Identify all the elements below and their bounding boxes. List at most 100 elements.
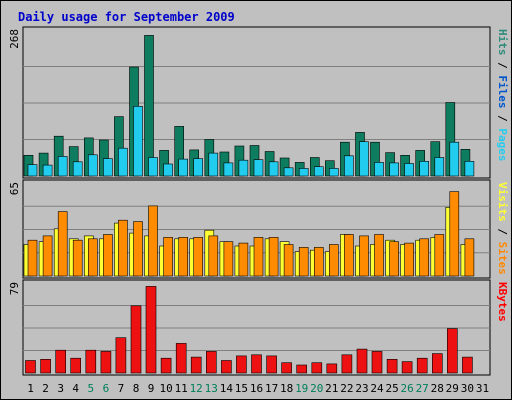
x-tick-label: 25: [385, 382, 398, 395]
legend-visits: Visits: [496, 182, 509, 222]
bar-kbytes-day-7: [115, 337, 127, 374]
bar-sites-day-30: [464, 238, 475, 277]
bar-kbytes-day-17: [266, 355, 277, 374]
bar-kbytes-day-23: [356, 348, 368, 374]
legend-hits: Hits: [496, 29, 509, 56]
bar-sites-day-7: [118, 219, 128, 277]
bar-kbytes-day-13: [206, 351, 217, 374]
bar-sites-day-14: [223, 241, 234, 277]
bar-kbytes-day-4: [70, 357, 81, 374]
panel-hits-ymax-label: 268: [8, 29, 21, 49]
x-tick-label: 24: [370, 382, 384, 395]
x-tick-label: 30: [461, 382, 474, 395]
bar-sites-day-21: [328, 244, 339, 277]
bar-pages-day-25: [389, 162, 399, 177]
bar-sites-day-13: [208, 235, 219, 277]
bar-pages-day-3: [57, 156, 68, 177]
x-tick-label: 7: [118, 382, 125, 395]
bar-sites-day-25: [389, 241, 399, 277]
bar-pages-day-15: [238, 159, 249, 177]
panel-hits: 268 Hits / Files / Pages: [8, 26, 509, 179]
bar-pages-day-10: [163, 163, 173, 177]
panel-kbytes-ymax-label: 79: [8, 282, 21, 295]
bar-sites-day-8: [133, 221, 143, 277]
panel-hits-legend: Hits / Files / Pages: [496, 29, 509, 162]
bar-sites-day-19: [298, 247, 309, 277]
bar-sites-day-28: [434, 234, 445, 277]
bar-pages-day-7: [118, 147, 128, 177]
bar-pages-day-30: [464, 161, 475, 177]
bar-hits-day-9: [144, 35, 154, 177]
chart-panels: 268 Hits / Files / Pages 65 Visits / Sites 7…: [8, 26, 509, 376]
bar-pages-day-26: [404, 163, 414, 177]
legend-text: Visits / Sites: [496, 182, 509, 275]
panel-visits-ymax-label: 65: [8, 182, 21, 195]
bar-kbytes-day-21: [326, 363, 338, 374]
bar-kbytes-day-19: [296, 364, 308, 374]
bar-sites-day-11: [178, 237, 188, 277]
legend-text: KBytes: [496, 282, 509, 322]
bar-sites-day-4: [72, 239, 83, 277]
x-tick-label: 22: [340, 382, 353, 395]
bar-kbytes-day-30: [462, 356, 473, 374]
bar-pages-day-6: [103, 158, 113, 177]
bar-kbytes-day-11: [175, 343, 187, 374]
bar-kbytes-day-22: [341, 354, 353, 374]
bar-sites-day-6: [103, 234, 113, 277]
bar-kbytes-day-14: [221, 360, 232, 374]
bar-sites-day-17: [268, 237, 279, 277]
bar-pages-day-28: [434, 157, 445, 177]
series-sites: [27, 191, 475, 277]
bar-kbytes-day-18: [281, 362, 292, 374]
x-tick-label: 13: [205, 382, 218, 395]
bar-sites-day-1: [27, 239, 38, 277]
bar-kbytes-day-2: [40, 358, 51, 374]
chart-title: Daily usage for September 2009: [18, 10, 235, 24]
bar-sites-day-16: [253, 237, 264, 277]
bar-sites-day-9: [148, 205, 158, 277]
x-tick-label: 31: [476, 382, 489, 395]
x-tick-label: 19: [295, 382, 308, 395]
legend-separator: /: [496, 222, 509, 242]
series-pages: [27, 106, 475, 177]
x-tick-label: 15: [235, 382, 248, 395]
bar-sites-day-18: [283, 244, 294, 277]
bar-pages-day-19: [298, 168, 309, 177]
bar-pages-day-17: [268, 161, 279, 177]
legend-files: Files: [496, 75, 509, 108]
legend-sites: Sites: [496, 242, 509, 275]
bar-kbytes-day-16: [251, 354, 262, 374]
bar-pages-day-23: [359, 141, 369, 177]
x-tick-label: 1: [27, 382, 34, 395]
x-tick-label: 18: [280, 382, 293, 395]
bar-kbytes-day-20: [311, 362, 323, 374]
bar-sites-day-20: [313, 247, 324, 277]
bar-sites-day-24: [374, 234, 384, 277]
bar-kbytes-day-26: [401, 361, 413, 374]
bar-sites-day-2: [42, 235, 53, 277]
bar-kbytes-day-15: [236, 355, 247, 374]
bar-pages-day-29: [449, 141, 460, 177]
x-tick-label: 20: [310, 382, 323, 395]
bar-kbytes-day-1: [25, 360, 36, 374]
bar-sites-day-22: [344, 234, 354, 277]
x-tick-label: 9: [148, 382, 155, 395]
bar-sites-day-10: [163, 237, 173, 277]
x-tick-label: 16: [250, 382, 263, 395]
bar-kbytes-day-29: [446, 328, 458, 374]
bar-pages-day-5: [88, 154, 98, 177]
bar-pages-day-24: [374, 162, 384, 177]
x-tick-label: 23: [355, 382, 368, 395]
bar-kbytes-day-25: [386, 358, 398, 374]
bar-pages-day-20: [313, 166, 324, 177]
bar-kbytes-day-24: [371, 351, 383, 374]
bar-kbytes-day-12: [190, 356, 202, 374]
x-tick-label: 12: [190, 382, 203, 395]
bar-kbytes-day-27: [416, 357, 428, 374]
x-tick-label: 3: [57, 382, 64, 395]
x-tick-label: 14: [220, 382, 234, 395]
bar-pages-day-11: [178, 158, 188, 177]
bar-sites-day-15: [238, 242, 249, 277]
bar-kbytes-day-8: [130, 305, 142, 374]
